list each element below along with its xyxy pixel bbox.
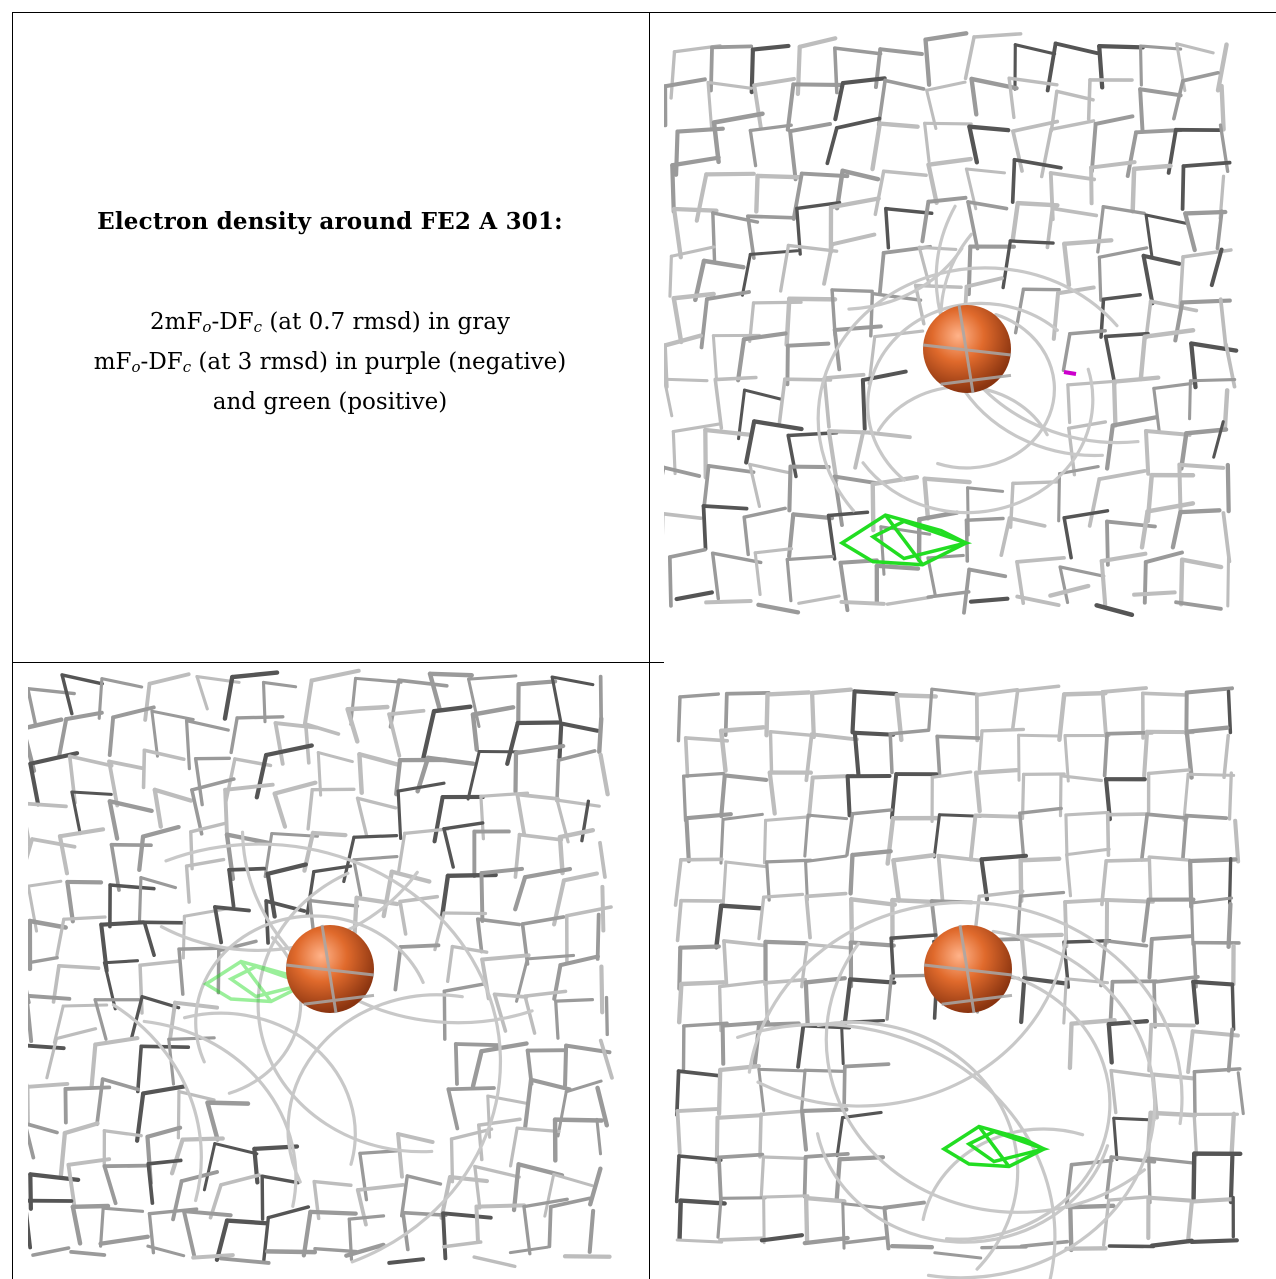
legend-subscript: o: [202, 318, 212, 336]
density-panel-bottom-right: [664, 664, 1276, 1279]
legend-term: -DF: [140, 349, 183, 375]
table-border-top: [12, 12, 1276, 13]
table-divider-vertical: [649, 12, 650, 1279]
table-border-left: [12, 12, 13, 1279]
legend-line-green: and green (positive): [212, 389, 448, 415]
legend-description: 2mFo-DFc (at 0.7 rmsd) in gray mFo-DFc (…: [94, 305, 567, 420]
legend-title: Electron density around FE2 A 301:: [97, 208, 563, 235]
legend-term: 2mF: [150, 309, 203, 335]
density-panel-bottom-left: [28, 664, 634, 1279]
legend-cell: Electron density around FE2 A 301: 2mFo-…: [12, 12, 648, 662]
legend-subscript: o: [131, 358, 141, 376]
legend-text: (at 0.7 rmsd) in gray: [262, 309, 510, 335]
legend-subscript: c: [182, 358, 192, 376]
electron-density-mesh-icon: [673, 684, 1245, 1279]
legend-line-fo-fc: mFo-DFc (at 3 rmsd) in purple (negative): [94, 345, 567, 385]
electron-density-mesh-icon: [28, 668, 614, 1269]
legend-term: mF: [93, 349, 132, 375]
electron-density-mesh-icon: [664, 31, 1239, 618]
density-panel-top-right: [664, 28, 1276, 640]
table-divider-horizontal: [12, 662, 664, 663]
legend-line-2fo-fc: 2mFo-DFc (at 0.7 rmsd) in gray: [94, 305, 567, 345]
legend-subscript: c: [253, 318, 263, 336]
legend-text: (at 3 rmsd) in purple (negative): [191, 349, 567, 375]
legend-term: -DF: [211, 309, 254, 335]
